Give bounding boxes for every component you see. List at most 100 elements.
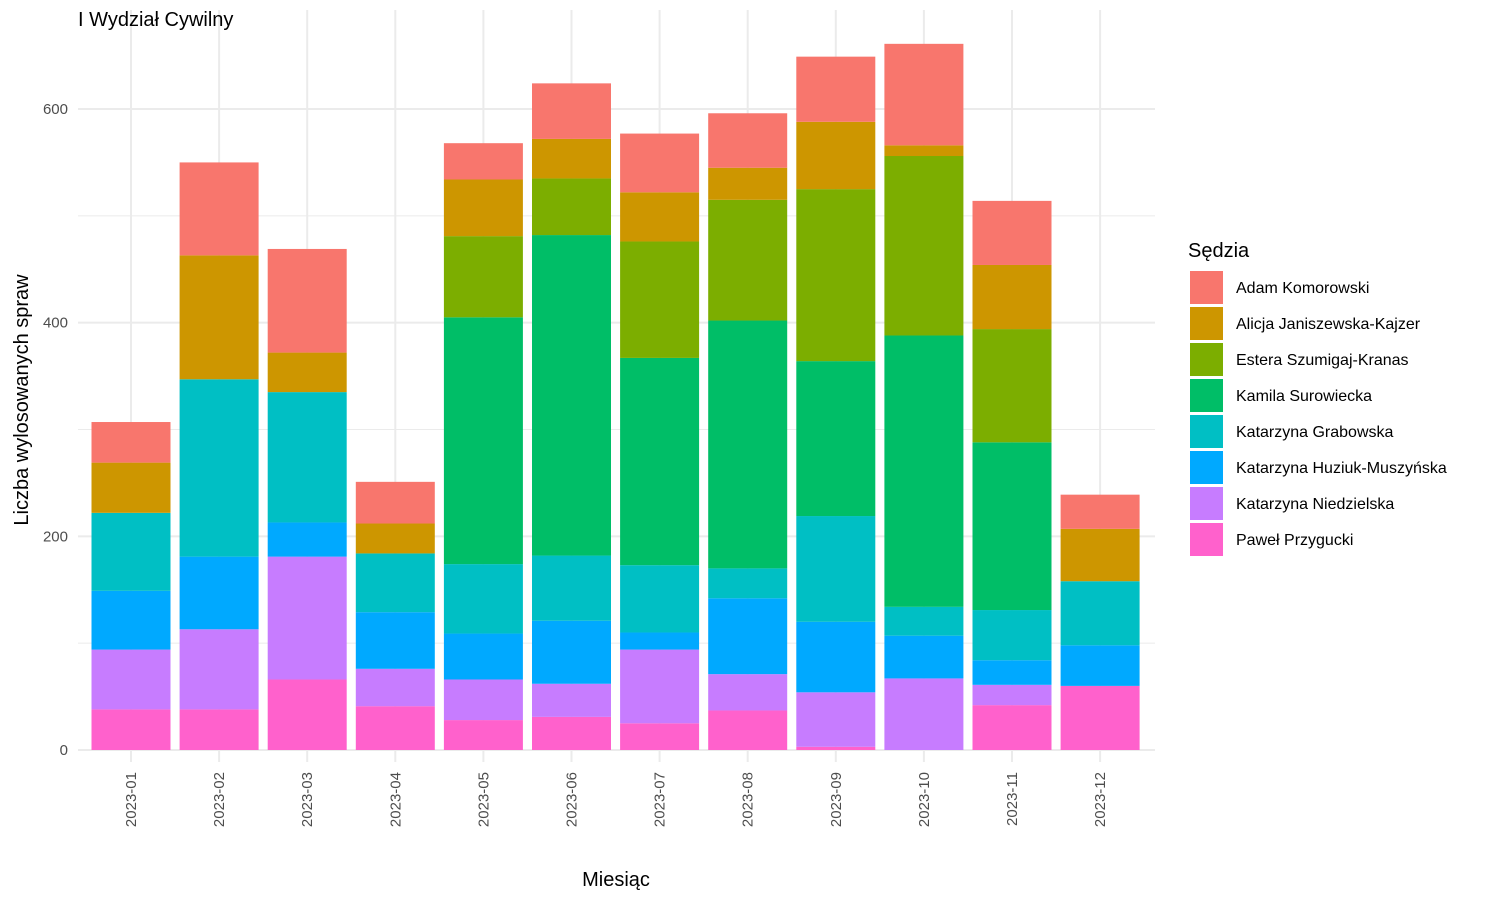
bar-segment [884,635,964,679]
legend-swatch [1190,451,1223,484]
bar-segment [708,710,788,750]
bar-segment [620,357,700,566]
y-tick-label: 200 [43,528,68,545]
bar-segment [267,556,347,680]
legend-swatch [1190,523,1223,556]
bar-segment [355,481,435,524]
bar-segment [532,178,611,236]
bar-segment [355,668,435,707]
x-tick-label: 2023-06 [564,772,581,827]
bars-group [91,43,1140,750]
bar-segment [443,236,523,318]
x-tick-label: 2023-09 [828,772,845,827]
legend-label: Paweł Przygucki [1236,532,1353,549]
x-tick-label: 2023-05 [475,772,492,827]
bar-segment [91,649,171,710]
bar-segment [884,606,964,636]
x-axis: 2023-01 2023-02 2023-03 2023-04 2023-05 2023-… [123,772,1109,827]
legend-swatch [1190,379,1223,412]
legend-label: Estera Szumigaj-Kranas [1236,352,1409,369]
bar-segment [796,361,876,517]
legend: Sędzia Adam Komorowski Alicja Janiszewska… [1188,240,1447,556]
x-axis-title: Miesiąc [582,869,650,891]
bar-segment [972,705,1052,750]
legend-label: Katarzyna Niedzielska [1236,496,1394,513]
bar-segment [91,512,171,591]
legend-label: Adam Komorowski [1236,280,1369,297]
bar-segment [708,674,788,711]
legend-swatch [1190,271,1223,304]
bar-segment [884,678,964,750]
bar-segment [620,192,700,242]
bar-segment [708,568,788,599]
bar-segment [532,620,611,684]
bar-segment [1060,494,1140,529]
bar-segment [796,746,876,750]
legend-swatch [1190,343,1223,376]
y-axis: 0 200 400 600 [43,101,68,759]
bar-segment [355,706,435,750]
bar-segment [179,629,259,710]
bar-segment [532,83,611,139]
x-tick-label: 2023-04 [387,772,404,827]
bar-segment [443,564,523,634]
bar-segment [532,138,611,179]
bar-segment [708,598,788,675]
bar-segment [179,162,259,256]
bar-segment [267,352,347,393]
bar-segment [355,553,435,613]
bar-segment [443,143,523,180]
bar-segment [796,189,876,362]
bar-segment [972,264,1052,330]
chart-title: I Wydział Cywilny [78,9,233,31]
x-tick-label: 2023-11 [1004,772,1021,826]
bar-segment [443,679,523,721]
bar-segment [267,392,347,523]
x-tick-label: 2023-03 [299,772,316,827]
legend-label: Katarzyna Huziuk-Muszyńska [1236,460,1447,477]
bar-segment [972,200,1052,265]
bar-segment [796,121,876,190]
bar-segment [1060,685,1140,750]
bar-segment [355,612,435,669]
x-tick-label: 2023-10 [916,772,933,827]
bar-segment [620,133,700,193]
x-tick-label: 2023-08 [740,772,757,827]
bar-segment [532,235,611,556]
legend-swatch [1190,307,1223,340]
legend-label: Katarzyna Grabowska [1236,424,1394,441]
bar-segment [1060,528,1140,582]
bar-segment [796,56,876,122]
bar-segment [1060,581,1140,646]
x-tick-label: 2023-07 [652,772,669,827]
legend-label: Kamila Surowiecka [1236,388,1372,405]
bar-segment [443,633,523,680]
bar-segment [443,179,523,237]
bar-segment [179,709,259,750]
bar-segment [532,555,611,621]
bar-segment [179,379,259,557]
bar-segment [267,679,347,750]
bar-segment [267,248,347,353]
legend-swatch [1190,415,1223,448]
bar-segment [884,145,964,157]
y-tick-label: 400 [43,315,68,332]
bar-segment [91,422,171,463]
legend-label: Alicja Janiszewska-Kajzer [1236,316,1421,333]
bar-segment [796,692,876,747]
y-axis-title: Liczba wylosowanych spraw [11,274,33,526]
bar-segment [91,709,171,750]
bar-segment [796,621,876,693]
bar-segment [708,113,788,168]
bar-segment [708,199,788,321]
bar-segment [708,167,788,200]
bar-segment [355,523,435,554]
x-tick-label: 2023-12 [1092,772,1109,827]
bar-segment [972,442,1052,611]
bar-segment [179,255,259,380]
bar-segment [443,317,523,565]
bar-segment [91,462,171,513]
bar-segment [532,683,611,717]
y-tick-label: 0 [60,742,68,759]
